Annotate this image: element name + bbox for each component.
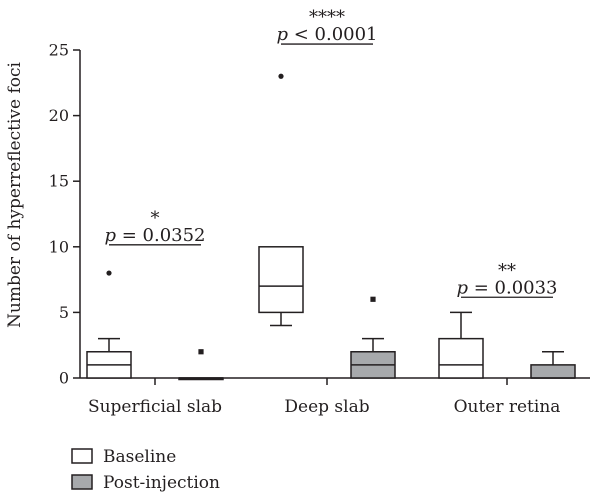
y-tick-label: 5 [59, 303, 69, 322]
y-tick-label: 15 [49, 172, 69, 191]
p-value: < 0.0001 [288, 24, 378, 45]
y-tick-label: 0 [59, 369, 69, 388]
legend: Baseline Post-injection [71, 447, 220, 493]
x-category-label: Deep slab [284, 397, 369, 417]
p-value: = 0.0033 [468, 277, 558, 298]
legend-swatch [71, 474, 93, 490]
significance-stars: * [151, 208, 160, 229]
p-symbol: p [276, 24, 288, 45]
box-iqr [530, 364, 576, 379]
significance-stars: **** [309, 7, 345, 28]
p-value-label: p = 0.0033 [456, 277, 557, 298]
outlier-point [278, 73, 284, 79]
p-symbol: p [104, 225, 116, 246]
box-post-injection-1 [350, 296, 396, 379]
y-axis-title: Number of hyperreflective foci [5, 61, 25, 327]
significance-0: p = 0.0352* [104, 208, 205, 246]
box-iqr [438, 337, 484, 379]
p-value-label: p < 0.0001 [276, 24, 377, 45]
p-symbol: p [456, 277, 468, 298]
significance-2: p = 0.0033** [456, 260, 557, 298]
significance-1: p < 0.0001**** [276, 7, 377, 45]
x-axis: Superficial slab Deep slab Outer retina [80, 377, 590, 417]
significance-stars: ** [498, 260, 516, 281]
p-value: = 0.0352 [116, 225, 206, 246]
outlier-point [198, 349, 204, 355]
legend-label: Baseline [103, 447, 176, 467]
p-value-label: p = 0.0352 [104, 225, 205, 246]
legend-label: Post-injection [103, 473, 220, 493]
x-category-label: Outer retina [454, 397, 561, 417]
y-tick-label: 10 [49, 237, 69, 256]
x-category-label: Superficial slab [88, 397, 222, 417]
box-iqr [258, 246, 304, 314]
y-tick-label: 25 [49, 41, 69, 60]
legend-swatch [71, 448, 93, 464]
y-tick-label: 20 [49, 106, 69, 125]
outlier-point [370, 296, 376, 302]
box-post-injection-0 [178, 349, 224, 381]
box-baseline-1 [258, 73, 304, 327]
y-axis: 0 5 10 15 20 25 [49, 41, 81, 388]
box-baseline-2 [438, 311, 484, 379]
box-baseline-0 [86, 270, 132, 379]
outlier-point [106, 270, 112, 276]
box-group [86, 73, 576, 381]
significance-annotations: p = 0.0352*p < 0.0001****p = 0.0033** [104, 7, 557, 298]
box-post-injection-2 [530, 351, 576, 379]
